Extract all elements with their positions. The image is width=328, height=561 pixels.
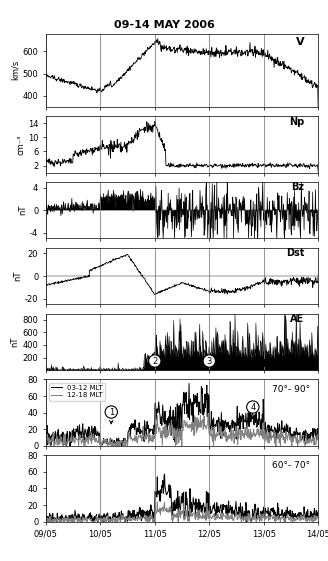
Text: ULF-index: ULF-index — [255, 360, 310, 369]
Text: 70°- 90°: 70°- 90° — [272, 385, 310, 394]
12-18 MLT — [227, 431, 231, 438]
Y-axis label: nT: nT — [18, 205, 27, 215]
Line: 03-12 MLT: 03-12 MLT — [46, 384, 318, 446]
Text: 1: 1 — [109, 407, 114, 424]
03-12 MLT — [114, 439, 118, 445]
03-12 MLT — [44, 434, 48, 440]
12-18 MLT — [250, 434, 254, 440]
12-18 MLT — [44, 435, 48, 442]
Text: 4: 4 — [250, 403, 256, 419]
Text: 3: 3 — [207, 356, 212, 366]
Text: 60°- 70°: 60°- 70° — [272, 461, 310, 470]
03-12 MLT — [205, 413, 209, 420]
03-12 MLT — [227, 425, 231, 432]
Legend: 03-12 MLT, 12-18 MLT: 03-12 MLT, 12-18 MLT — [50, 383, 105, 401]
03-12 MLT — [250, 412, 254, 419]
12-18 MLT — [316, 436, 320, 443]
12-18 MLT — [205, 424, 209, 430]
12-18 MLT — [206, 411, 210, 417]
Y-axis label: cm⁻³: cm⁻³ — [16, 134, 25, 155]
Y-axis label: nT: nT — [10, 337, 20, 347]
12-18 MLT — [92, 436, 96, 443]
03-12 MLT — [187, 380, 191, 387]
Text: 09-14 MAY 2006: 09-14 MAY 2006 — [113, 20, 215, 30]
Y-axis label: km/s: km/s — [10, 60, 20, 80]
Text: AE: AE — [290, 314, 304, 324]
Text: V: V — [296, 36, 304, 47]
Text: Bz: Bz — [292, 182, 304, 192]
03-12 MLT — [92, 424, 96, 430]
03-12 MLT — [316, 429, 320, 435]
Y-axis label: nT: nT — [13, 271, 22, 281]
Text: Np: Np — [289, 117, 304, 127]
Line: 12-18 MLT: 12-18 MLT — [46, 414, 318, 446]
12-18 MLT — [52, 443, 56, 449]
12-18 MLT — [114, 442, 118, 449]
12-18 MLT — [168, 420, 172, 427]
Text: Dst: Dst — [286, 248, 304, 258]
03-12 MLT — [64, 443, 68, 449]
Text: 2: 2 — [152, 356, 157, 366]
03-12 MLT — [168, 407, 172, 414]
